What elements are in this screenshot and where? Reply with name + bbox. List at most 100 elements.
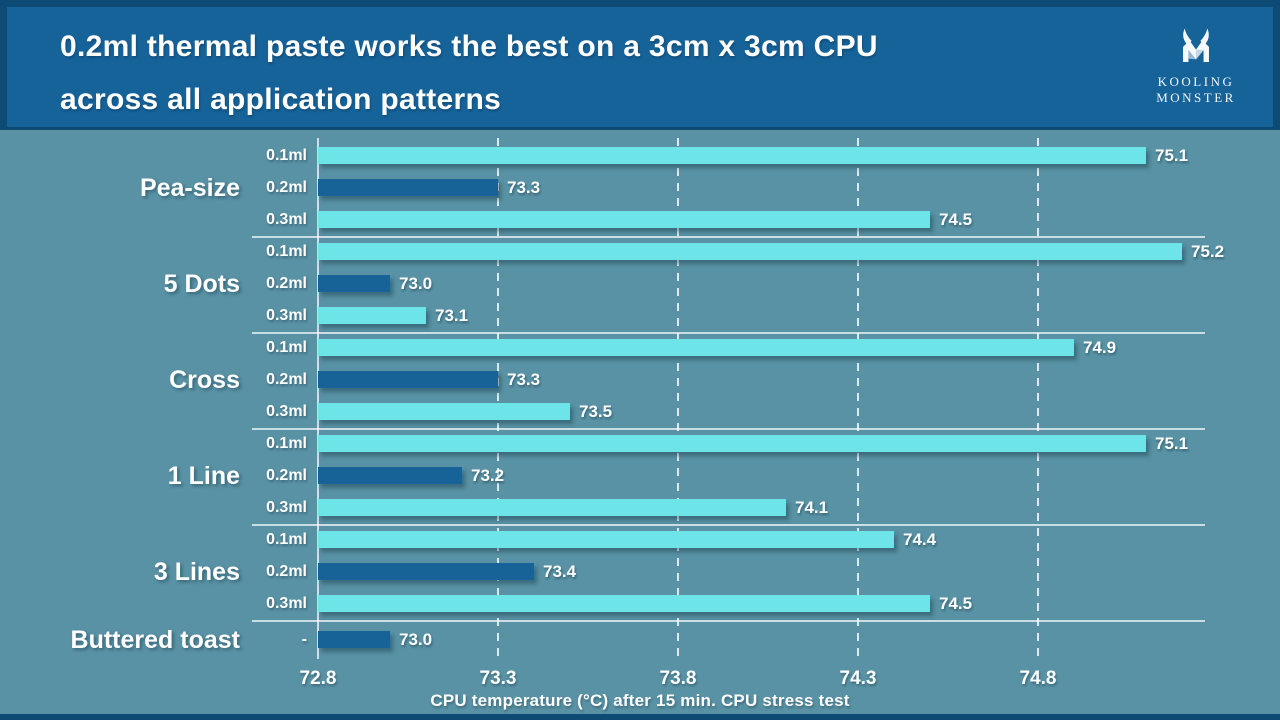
title-line-1: 0.2ml thermal paste works the best on a …: [60, 30, 878, 63]
series-label: 0.1ml: [266, 147, 307, 164]
category-label: 1 Line: [167, 461, 240, 490]
group-separator: [252, 524, 1205, 526]
bar-row: - 73.0: [252, 624, 1205, 656]
bar-row: 0.3ml 74.1: [252, 492, 1205, 524]
tick-label: 73.8: [659, 668, 697, 689]
category-rows: 0.1ml 75.2 0.2ml 73.0 0.3ml 73.1: [252, 236, 1224, 332]
bar-value-label: 75.2: [1191, 242, 1225, 261]
temp-bar: [318, 403, 570, 420]
bottom-accent-strip: [0, 714, 1280, 720]
category-rows: 0.1ml 74.9 0.2ml 73.3 0.3ml 73.5: [252, 332, 1205, 428]
bar-track: 73.5: [318, 396, 1205, 428]
bar-value-label: 73.0: [399, 630, 433, 649]
category-group: Pea-size 0.1ml 75.1 0.2ml 73.3 0.3ml 74.5: [0, 140, 1280, 236]
bar-track: 74.5: [318, 204, 1205, 236]
series-label: 0.3ml: [266, 307, 307, 324]
series-label: 0.1ml: [266, 531, 307, 548]
series-label: 0.1ml: [266, 243, 307, 260]
series-label: 0.2ml: [266, 179, 307, 196]
bar-track: 73.2: [318, 460, 1205, 492]
bar-value-label: 75.1: [1155, 146, 1189, 165]
category-label: Pea-size: [139, 173, 240, 202]
logo-text-monster: MONSTER: [1156, 90, 1236, 105]
bar-track: 74.9: [318, 332, 1205, 364]
category-group: 5 Dots 0.1ml 75.2 0.2ml 73.0 0.3ml 73.1: [0, 236, 1280, 332]
chart: Pea-size 0.1ml 75.1 0.2ml 73.3 0.3ml 74.5 5 Dot…: [0, 133, 1280, 711]
bar-row: 0.2ml 73.0: [252, 268, 1205, 300]
series-label: 0.1ml: [266, 435, 307, 452]
temp-bar: [318, 563, 534, 580]
vertical-gridline: [857, 138, 859, 659]
temp-bar: [318, 631, 390, 648]
bar-value-label: 73.3: [507, 178, 541, 197]
title-line-2: across all application patterns: [60, 83, 502, 116]
bar-value-label: 73.3: [507, 370, 541, 389]
x-axis-title: CPU temperature (°C) after 15 min. CPU s…: [430, 691, 850, 710]
bar-track: 75.1: [318, 428, 1205, 460]
temp-bar: [318, 339, 1074, 356]
bar-value-label: 73.1: [435, 306, 469, 325]
group-separator: [252, 428, 1205, 430]
bar-value-label: 73.0: [399, 274, 433, 293]
bar-track: 73.1: [318, 300, 1205, 332]
category-rows: 0.1ml 75.1 0.2ml 73.2 0.3ml 74.1: [252, 428, 1205, 524]
series-label: 0.2ml: [266, 371, 307, 388]
category-label: 3 Lines: [153, 557, 240, 586]
bar-value-label: 73.4: [543, 562, 577, 581]
y-axis-line: [317, 138, 319, 659]
vertical-gridline: [1037, 138, 1039, 659]
bar-row: 0.3ml 74.5: [252, 204, 1205, 236]
series-label: 0.2ml: [266, 467, 307, 484]
bar-row: 0.1ml 75.1: [252, 428, 1205, 460]
temp-bar: [318, 147, 1146, 164]
tick-label: 74.3: [839, 668, 877, 689]
bar-row: 0.2ml 73.3: [252, 172, 1205, 204]
bar-value-label: 73.5: [579, 402, 613, 421]
bar-track: 73.3: [318, 172, 1205, 204]
bar-value-label: 73.2: [471, 466, 505, 485]
category-group: Buttered toast - 73.0: [0, 620, 1280, 659]
bar-row: 0.2ml 73.3: [252, 364, 1205, 396]
bar-track: 74.1: [318, 492, 1205, 524]
tick-label: 72.8: [299, 668, 337, 689]
temp-bar: [318, 531, 894, 548]
header-band: 0.2ml thermal paste works the best on a …: [0, 0, 1280, 130]
category-group: 3 Lines 0.1ml 74.4 0.2ml 73.4 0.3ml 74.5: [0, 524, 1280, 620]
logo-text-kooling: KOOLING: [1157, 74, 1235, 89]
bar-row: 0.3ml 74.5: [252, 588, 1205, 620]
series-label: 0.3ml: [266, 211, 307, 228]
category-group: 1 Line 0.1ml 75.1 0.2ml 73.2 0.3ml 74.1: [0, 428, 1280, 524]
series-label: -: [301, 631, 307, 648]
series-label: 0.3ml: [266, 499, 307, 516]
x-axis-ticks: 72.8 73.3 73.8 74.3 74.8: [0, 659, 1280, 694]
category-label: Buttered toast: [70, 625, 240, 654]
bar-row: 0.1ml 75.1: [252, 140, 1205, 172]
category-rows: 0.1ml 74.4 0.2ml 73.4 0.3ml 74.5: [252, 524, 1205, 620]
logo-monster-m-icon: [1183, 28, 1209, 63]
category-label: 5 Dots: [163, 269, 240, 298]
bar-track: 75.2: [318, 236, 1224, 268]
temp-bar: [318, 179, 498, 196]
kooling-monster-logo: KOOLING MONSTER: [1133, 27, 1259, 106]
bar-track: 74.5: [318, 588, 1205, 620]
temp-bar: [318, 211, 930, 228]
series-label: 0.3ml: [266, 595, 307, 612]
vertical-gridline: [497, 138, 499, 659]
temp-bar: [318, 275, 390, 292]
group-separator: [252, 620, 1205, 622]
category-rows: 0.1ml 75.1 0.2ml 73.3 0.3ml 74.5: [252, 140, 1205, 236]
bar-row: 0.3ml 73.5: [252, 396, 1205, 428]
series-label: 0.2ml: [266, 275, 307, 292]
temp-bar: [318, 435, 1146, 452]
group-separator: [252, 332, 1205, 334]
bar-row: 0.2ml 73.2: [252, 460, 1205, 492]
tick-label: 74.8: [1019, 668, 1057, 689]
bar-row: 0.1ml 74.4: [252, 524, 1205, 556]
bar-track: 73.4: [318, 556, 1205, 588]
bar-track: 73.0: [318, 268, 1205, 300]
temp-bar: [318, 595, 930, 612]
bar-row: 0.1ml 74.9: [252, 332, 1205, 364]
plot-area: Pea-size 0.1ml 75.1 0.2ml 73.3 0.3ml 74.5 5 Dot…: [0, 138, 1280, 659]
bar-row: 0.2ml 73.4: [252, 556, 1205, 588]
